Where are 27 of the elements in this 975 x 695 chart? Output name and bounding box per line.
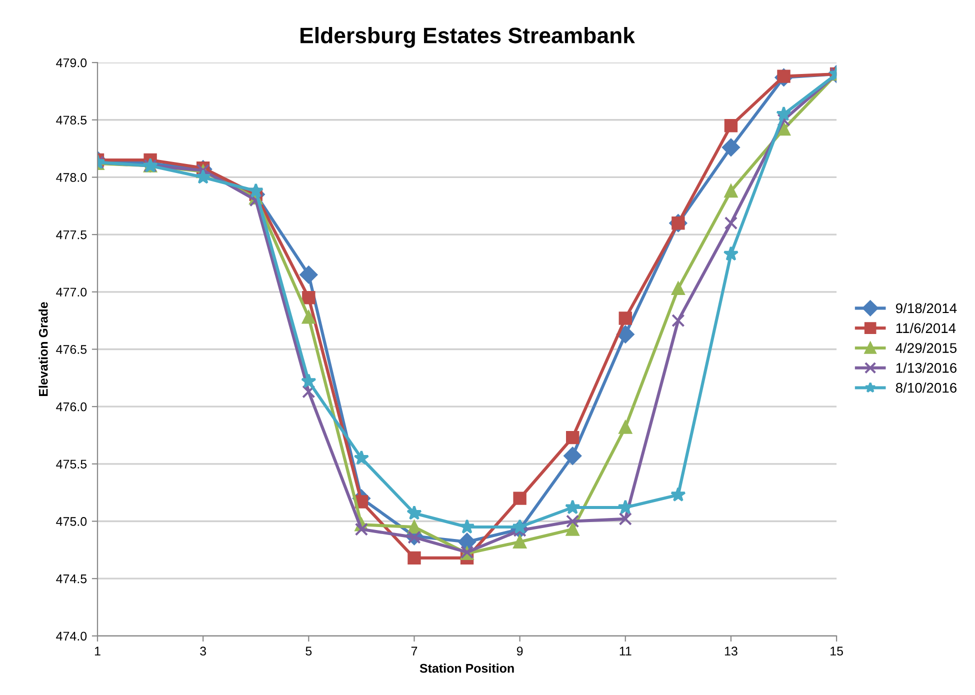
- y-tick-label: 476.5: [56, 345, 87, 354]
- y-tick-label: 479.0: [56, 58, 87, 68]
- legend-label: 9/18/2014: [896, 302, 957, 314]
- x-tick-label: 15: [830, 646, 843, 656]
- legend-label: 11/6/2014: [896, 322, 956, 334]
- legend-label: 1/13/2016: [896, 362, 957, 373]
- x-tick-label: 3: [200, 646, 206, 656]
- legend-label: 8/10/2016: [896, 382, 957, 393]
- y-tick-label: 474.0: [56, 632, 87, 641]
- x-axis-title: Station Position: [420, 664, 514, 673]
- chart-title: Eldersburg Estates Streambank: [300, 27, 636, 48]
- x-tick-label: 1: [94, 646, 100, 656]
- x-tick-label: 7: [411, 646, 418, 656]
- x-tick-label: 11: [620, 646, 632, 656]
- legend-label: 4/29/2015: [896, 342, 957, 353]
- y-tick-label: 474.5: [56, 574, 87, 584]
- y-tick-label: 478.0: [56, 173, 87, 182]
- y-tick-label: 475.5: [56, 460, 87, 469]
- y-tick-label: 478.5: [56, 116, 87, 125]
- y-axis-title: Elevation Grade: [38, 302, 48, 396]
- y-tick-label: 475.0: [56, 517, 87, 526]
- y-tick-label: 477.0: [56, 288, 87, 297]
- y-tick-label: 477.5: [56, 230, 87, 240]
- x-tick-label: 9: [516, 646, 523, 656]
- y-tick-label: 476.0: [56, 402, 87, 412]
- x-tick-label: 13: [724, 646, 738, 656]
- x-tick-label: 5: [306, 646, 312, 656]
